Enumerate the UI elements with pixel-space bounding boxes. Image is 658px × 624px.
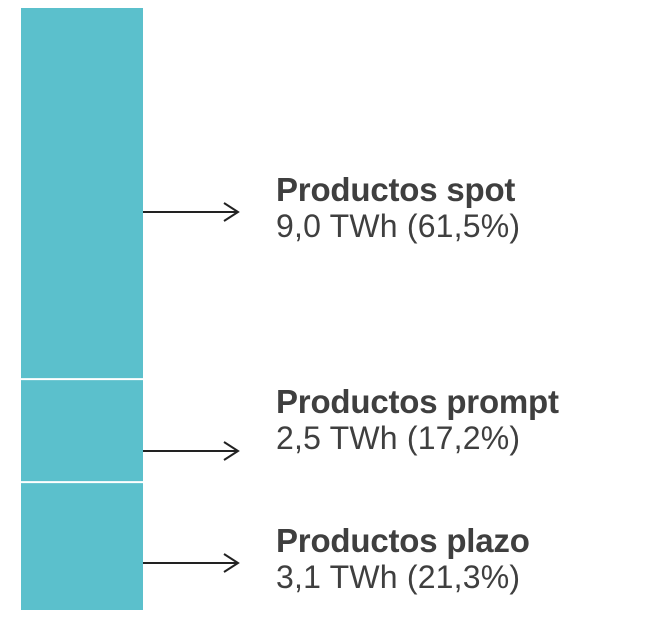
bar-segment [21, 482, 143, 610]
segment-name: Productos prompt [276, 383, 559, 420]
segment-value: 9,0 TWh (61,5%) [276, 207, 521, 244]
segment-label-spot: Productos spot 9,0 TWh (61,5%) [276, 171, 521, 245]
segment-value: 3,1 TWh (21,3%) [276, 558, 521, 595]
arrow-right-icon [143, 441, 240, 461]
stacked-bar [21, 8, 143, 610]
arrow-right-icon [143, 553, 240, 573]
segment-name: Productos spot [276, 171, 516, 208]
segment-name: Productos plazo [276, 522, 530, 559]
segment-label-plazo: Productos plazo 3,1 TWh (21,3%) [276, 522, 530, 596]
bar-segment [21, 379, 143, 483]
segment-label-prompt: Productos prompt 2,5 TWh (17,2%) [276, 383, 559, 457]
arrow-right-icon [143, 202, 240, 222]
arrow-group [143, 202, 240, 573]
segment-value: 2,5 TWh (17,2%) [276, 419, 521, 456]
bar-segment [21, 8, 143, 380]
